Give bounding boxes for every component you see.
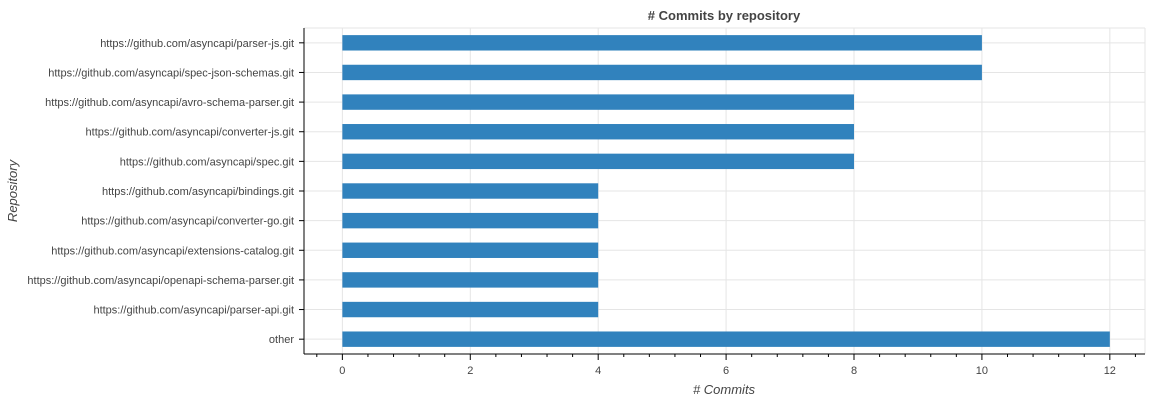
- y-axis-title: Repository: [5, 158, 20, 222]
- x-tick-label: 12: [1104, 365, 1116, 377]
- bar: [342, 331, 1110, 347]
- axes: [299, 28, 1145, 360]
- x-tick-label: 6: [723, 365, 729, 377]
- labels: # Commits by repository # Commits Reposi…: [5, 8, 1116, 397]
- bar: [342, 124, 855, 140]
- y-tick-label: https://github.com/asyncapi/spec-json-sc…: [48, 67, 294, 79]
- bars: [342, 35, 1110, 347]
- y-tick-label: https://github.com/asyncapi/converter-go…: [81, 216, 294, 228]
- y-tick-label: https://github.com/asyncapi/parser-js.gi…: [100, 38, 294, 50]
- y-tick-label: https://github.com/asyncapi/openapi-sche…: [27, 275, 294, 287]
- y-tick-label: other: [269, 334, 294, 346]
- x-tick-label: 2: [467, 365, 473, 377]
- y-tick-label: https://github.com/asyncapi/converter-js…: [86, 127, 294, 139]
- bar: [342, 153, 855, 170]
- bar: [342, 212, 599, 229]
- bar: [342, 94, 855, 110]
- bar: [342, 272, 599, 288]
- bar: [342, 35, 982, 51]
- x-tick-label: 0: [339, 365, 345, 377]
- bar: [342, 64, 982, 81]
- x-axis-title: # Commits: [693, 382, 756, 397]
- y-tick-label: https://github.com/asyncapi/bindings.git: [102, 186, 294, 198]
- chart-title: # Commits by repository: [648, 8, 801, 23]
- x-tick-label: 10: [976, 365, 988, 377]
- y-tick-label: https://github.com/asyncapi/avro-schema-…: [45, 97, 294, 109]
- y-tick-label: https://github.com/asyncapi/extensions-c…: [51, 245, 294, 257]
- bar: [342, 301, 599, 318]
- y-tick-label: https://github.com/asyncapi/spec.git: [120, 156, 294, 168]
- x-tick-label: 8: [851, 365, 857, 377]
- x-tick-label: 4: [595, 365, 601, 377]
- y-tick-label: https://github.com/asyncapi/parser-api.g…: [93, 305, 294, 317]
- bar: [342, 183, 599, 199]
- bar: [342, 242, 599, 258]
